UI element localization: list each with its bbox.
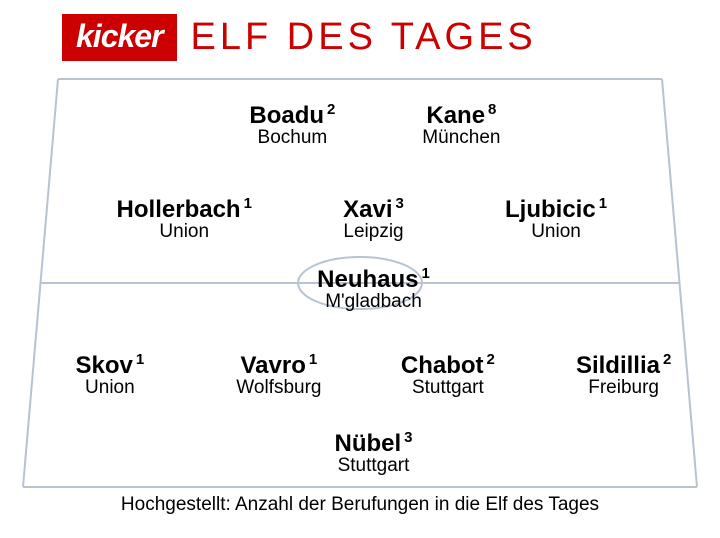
player-team: Stuttgart: [335, 456, 413, 476]
player-card: Vavro1Wolfsburg: [236, 353, 321, 398]
player-name: Ljubicic1: [505, 197, 607, 222]
player-name: Xavi3: [343, 197, 404, 222]
player-name: Hollerbach1: [117, 197, 252, 222]
player-card: Boadu2Bochum: [249, 103, 335, 148]
player-card: Chabot2Stuttgart: [401, 353, 495, 398]
player-count: 2: [327, 101, 335, 118]
player-count: 3: [404, 429, 412, 446]
player-team: Wolfsburg: [236, 378, 321, 398]
player-count: 1: [309, 351, 317, 368]
player-name: Sildillia2: [576, 353, 671, 378]
player-card: Kane8München: [422, 103, 500, 148]
player-name: Kane8: [422, 103, 500, 128]
player-name: Vavro1: [236, 353, 321, 378]
player-card: Hollerbach1Union: [117, 197, 252, 242]
footnote: Hochgestellt: Anzahl der Berufungen in d…: [0, 494, 720, 516]
player-card: Skov1Union: [76, 353, 145, 398]
player-name: Neuhaus1: [317, 267, 430, 292]
player-team: Union: [76, 378, 145, 398]
player-team: München: [422, 128, 500, 148]
player-team: Bochum: [249, 128, 335, 148]
kicker-logo: kicker: [62, 14, 177, 61]
player-card: Nübel3Stuttgart: [335, 431, 413, 476]
player-count: 2: [487, 351, 495, 368]
page-title: ELF DES TAGES: [191, 16, 537, 59]
player-name: Chabot2: [401, 353, 495, 378]
player-count: 1: [422, 265, 430, 282]
player-count: 3: [396, 195, 404, 212]
players-layer: Boadu2BochumKane8MünchenHollerbach1Union…: [22, 78, 698, 488]
header: kicker ELF DES TAGES: [0, 0, 720, 61]
player-card: Sildillia2Freiburg: [576, 353, 671, 398]
player-count: 1: [599, 195, 607, 212]
player-name: Skov1: [76, 353, 145, 378]
player-team: Union: [505, 222, 607, 242]
player-count: 2: [663, 351, 671, 368]
pitch: Boadu2BochumKane8MünchenHollerbach1Union…: [22, 78, 698, 488]
player-name: Boadu2: [249, 103, 335, 128]
player-team: Union: [117, 222, 252, 242]
player-card: Ljubicic1Union: [505, 197, 607, 242]
player-team: Leipzig: [343, 222, 404, 242]
player-count: 8: [488, 101, 496, 118]
player-count: 1: [136, 351, 144, 368]
player-count: 1: [244, 195, 252, 212]
player-card: Neuhaus1M'gladbach: [317, 267, 430, 312]
player-team: Freiburg: [576, 378, 671, 398]
player-team: Stuttgart: [401, 378, 495, 398]
player-name: Nübel3: [335, 431, 413, 456]
player-team: M'gladbach: [317, 292, 430, 312]
player-card: Xavi3Leipzig: [343, 197, 404, 242]
